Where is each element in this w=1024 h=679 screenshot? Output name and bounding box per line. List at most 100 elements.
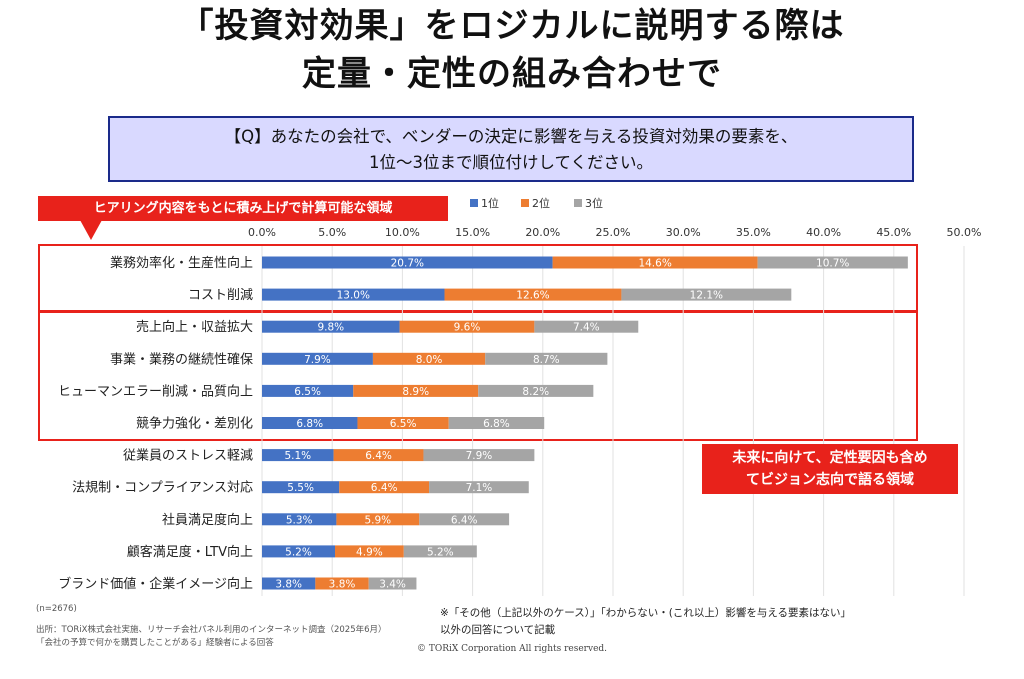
callout-qualitative-line-1: 未来に向けて、定性要因も含め: [732, 450, 928, 466]
bar-segment: [429, 481, 529, 494]
data-label: 12.6%: [516, 290, 549, 302]
callout-qualitative-line-2: てビジョン志向で語る領域: [746, 472, 914, 488]
bar-segment: [368, 577, 417, 590]
bar-segment: [262, 352, 373, 365]
data-label: 5.2%: [427, 546, 454, 558]
source-note: 出所：TORiX株式会社実施、リサーチ会社パネル利用のインターネット調査（202…: [36, 625, 387, 635]
question-line-2: 1位〜3位まで順位付けしてください。: [368, 153, 653, 172]
bar-segment: [262, 288, 445, 301]
data-label: 3.8%: [329, 579, 356, 591]
legend-label: 1位: [481, 196, 499, 210]
data-label: 6.5%: [294, 386, 321, 398]
data-label: 6.4%: [365, 450, 392, 462]
question-line-1: 【Q】あなたの会社で、ベンダーの決定に影響を与える投資対効果の要素を、: [224, 127, 798, 146]
legend-swatch: [574, 199, 582, 207]
sample-size-note: (n=2676): [36, 604, 77, 614]
bar-segment: [419, 513, 510, 526]
bar-segment: [372, 352, 486, 365]
category-label: 事業・業務の継続性確保: [110, 351, 253, 367]
data-label: 6.5%: [390, 418, 417, 430]
bar-segment: [485, 352, 608, 365]
bar-segment: [262, 256, 553, 269]
data-label: 6.8%: [483, 418, 510, 430]
legend-swatch: [521, 199, 529, 207]
bar-segment: [262, 320, 400, 333]
bar-segment: [262, 513, 337, 526]
bar-segment: [757, 256, 908, 269]
copyright: © TORiX Corporation All rights reserved.: [416, 644, 608, 654]
data-label: 8.7%: [533, 354, 560, 366]
x-tick-label: 5.0%: [318, 226, 346, 239]
exclusion-note-line-2: 以外の回答について記載: [440, 624, 556, 636]
data-label: 5.5%: [287, 482, 314, 494]
x-tick-label: 15.0%: [455, 226, 490, 239]
bar-segment: [444, 288, 622, 301]
data-label: 4.9%: [356, 546, 383, 558]
data-label: 5.1%: [284, 450, 311, 462]
category-label: 売上向上・収益拡大: [136, 319, 253, 335]
legend-swatch: [470, 199, 478, 207]
bar-segment: [534, 320, 639, 333]
category-label: 社員満足度向上: [162, 512, 253, 528]
bar-segment: [262, 449, 334, 462]
data-label: 7.9%: [304, 354, 331, 366]
data-label: 7.4%: [573, 322, 600, 334]
bar-segment: [353, 384, 479, 397]
callout-pointer: [80, 220, 102, 240]
x-tick-label: 0.0%: [248, 226, 276, 239]
x-tick-label: 50.0%: [947, 226, 982, 239]
data-label: 7.9%: [466, 450, 493, 462]
stacked-bar-chart: 0.0% 5.0% 10.0% 15.0% 20.0% 25.0% 30.0% 35.0% 40…: [58, 196, 982, 596]
data-label: 6.8%: [296, 418, 323, 430]
bar-segment: [621, 288, 792, 301]
data-label: 6.4%: [371, 482, 398, 494]
bar-segment: [335, 545, 404, 558]
data-label: 5.9%: [364, 514, 391, 526]
data-label: 8.2%: [522, 386, 549, 398]
callout-qualitative: 未来に向けて、定性要因も含め てビジョン志向で語る領域: [702, 444, 958, 494]
bar-segment: [262, 417, 358, 429]
bar-segment: [552, 256, 758, 269]
bar-segment: [315, 577, 369, 590]
x-tick-label: 30.0%: [666, 226, 701, 239]
category-label: 顧客満足度・LTV向上: [127, 544, 253, 560]
data-label: 9.8%: [317, 322, 344, 334]
bar-segment: [262, 577, 316, 590]
x-tick-label: 35.0%: [736, 226, 771, 239]
category-label: ブランド価値・企業イメージ向上: [58, 576, 253, 592]
bar-segment: [423, 449, 535, 462]
category-label: 従業員のストレス軽減: [123, 448, 253, 464]
bar-segment: [357, 417, 449, 429]
respondent-note: 「会社の予算で何かを購買したことがある」経験者による回答: [36, 638, 274, 648]
data-label: 9.6%: [454, 322, 481, 334]
callout-quantitative: ヒアリング内容をもとに積み上げで計算可能な領域: [38, 196, 448, 221]
legend-label: 3位: [585, 196, 603, 210]
bar-segment: [448, 417, 545, 429]
data-label: 12.1%: [690, 290, 723, 302]
category-label: 法規制・コンプライアンス対応: [72, 481, 253, 496]
category-label: コスト削減: [188, 287, 253, 303]
bar-segment: [336, 513, 420, 526]
legend-label: 2位: [532, 196, 550, 210]
data-label: 14.6%: [638, 258, 671, 270]
data-label: 6.4%: [451, 514, 478, 526]
data-label: 3.8%: [275, 579, 302, 591]
data-label: 3.4%: [379, 579, 406, 591]
bar-segment: [403, 545, 477, 558]
data-label: 10.7%: [816, 258, 849, 270]
x-tick-label: 10.0%: [385, 226, 420, 239]
data-label: 5.2%: [285, 546, 312, 558]
category-label: ヒューマンエラー削減・品質向上: [58, 383, 253, 399]
x-tick-label: 40.0%: [806, 226, 841, 239]
x-tick-label: 20.0%: [525, 226, 560, 239]
qualitative-highlight-frame: [38, 311, 918, 441]
data-label: 7.1%: [466, 482, 493, 494]
bar-segment: [262, 384, 354, 397]
bar-segment: [339, 481, 430, 494]
exclusion-note-line-1: ※「その他（上記以外のケース）」「わからない・(これ以上）影響を与える要素はない…: [440, 607, 852, 619]
category-label: 業務効率化・生産性向上: [110, 255, 253, 271]
question-box: 【Q】あなたの会社で、ベンダーの決定に影響を与える投資対効果の要素を、 1位〜3…: [108, 116, 914, 182]
x-tick-label: 25.0%: [596, 226, 631, 239]
bar-segment: [333, 449, 424, 462]
data-label: 20.7%: [391, 258, 424, 270]
